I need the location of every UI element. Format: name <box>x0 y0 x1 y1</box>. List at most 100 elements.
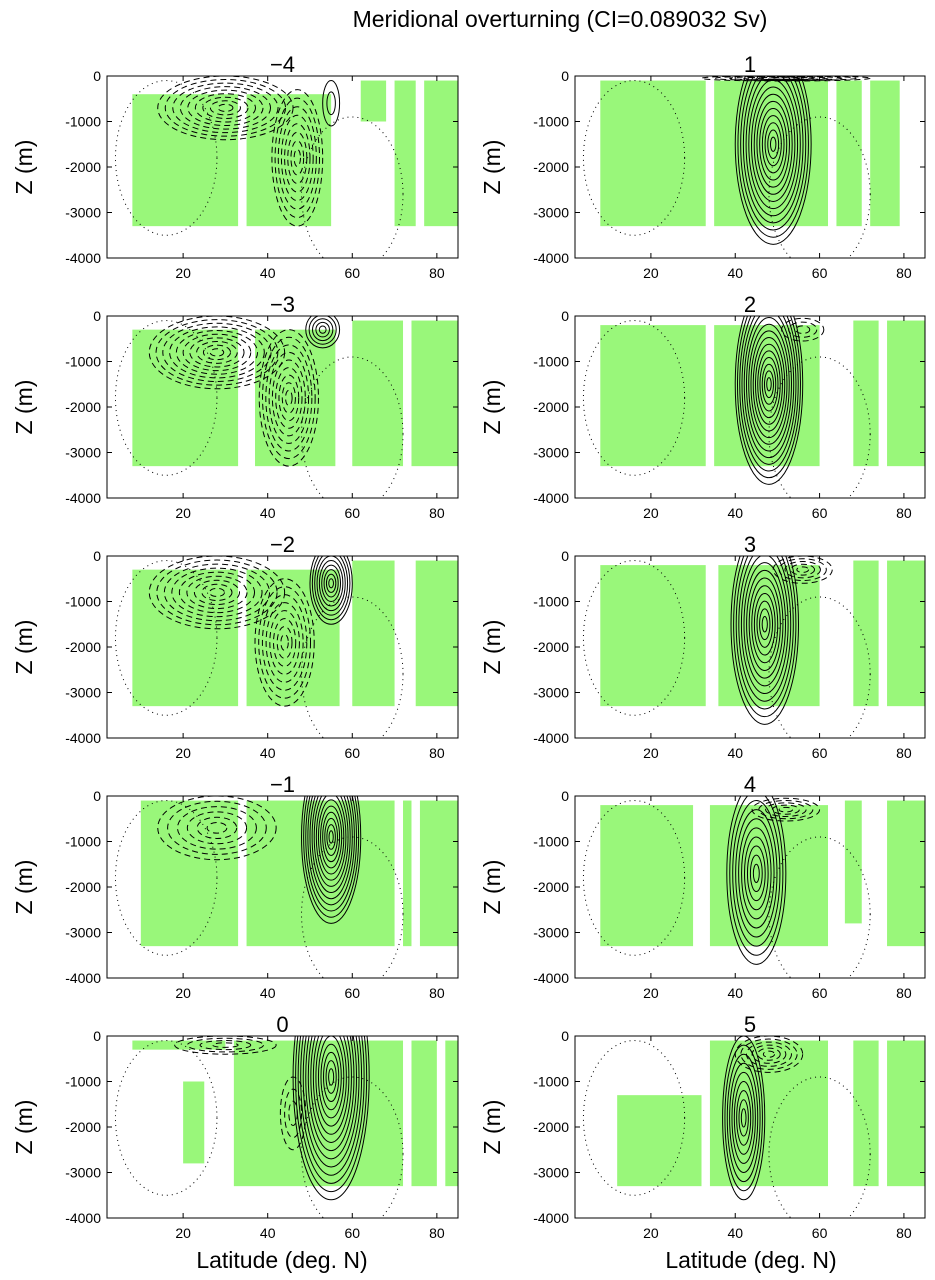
positive-contour <box>751 86 796 202</box>
positive-contour <box>322 80 341 127</box>
positive-contour <box>740 76 807 231</box>
negative-contour <box>171 567 263 618</box>
zero-contour <box>768 836 871 978</box>
negative-contour <box>268 351 310 444</box>
zero-contour <box>114 320 218 476</box>
y-axis-label: Z (m) <box>479 860 505 915</box>
negative-contour <box>186 1037 264 1053</box>
negative-contour <box>273 618 297 667</box>
positive-contour <box>763 370 774 399</box>
y-tick-label: -3000 <box>65 445 101 461</box>
negative-contour <box>262 336 316 460</box>
x-tick-label: 80 <box>896 985 912 1001</box>
panel-lag-minus2: 0 -1000 -2000 -3000 -4000 20 40 60 80 −2 Z (m) <box>11 532 459 761</box>
negative-contour <box>757 1047 781 1061</box>
x-tick-label: 40 <box>260 265 276 281</box>
negative-contour <box>285 389 293 406</box>
negative-contour <box>290 140 305 176</box>
positive-contour <box>310 1036 352 1143</box>
negative-contour <box>157 796 277 861</box>
y-tick-label: 0 <box>561 788 569 804</box>
negative-contour <box>762 1050 776 1058</box>
positive-contour <box>318 325 327 334</box>
positive-contour <box>761 363 777 405</box>
shaded-region <box>132 569 239 707</box>
negative-contour <box>765 802 807 817</box>
positive-contour <box>753 592 776 656</box>
y-axis-label: Z (m) <box>479 140 505 195</box>
zero-contour <box>582 800 686 956</box>
x-tick-label: 20 <box>175 1225 191 1241</box>
positive-contour <box>759 608 771 641</box>
negative-contour <box>178 571 256 614</box>
panel-title: −2 <box>270 532 295 557</box>
x-tick-label: 60 <box>812 265 828 281</box>
shaded-region <box>600 805 694 947</box>
negative-contour <box>167 800 267 855</box>
negative-contour <box>269 610 300 675</box>
panel-title: −3 <box>270 292 295 317</box>
y-tick-label: -4000 <box>533 250 569 266</box>
negative-contour <box>179 86 272 130</box>
negative-contour <box>163 563 271 622</box>
positive-contour <box>328 830 334 844</box>
y-axis-label: Z (m) <box>11 140 37 195</box>
y-tick-label: -2000 <box>533 159 569 175</box>
positive-contour <box>734 316 804 485</box>
positive-contour <box>740 556 789 695</box>
positive-contour <box>307 796 355 906</box>
x-tick-label: 80 <box>429 505 445 521</box>
y-tick-label: -3000 <box>65 1165 101 1181</box>
positive-contour <box>736 1090 752 1146</box>
negative-contour <box>208 587 225 597</box>
y-tick-label: 0 <box>93 788 101 804</box>
positive-contour <box>761 115 785 174</box>
negative-contour <box>148 316 286 390</box>
negative-contour <box>209 348 225 357</box>
panel-lag-5: 0 -1000 -2000 -3000 -4000 20 40 60 80 5 Z (m) <box>479 1012 926 1241</box>
negative-contour <box>162 322 272 383</box>
panel-lag-2: 0 -1000 -2000 -3000 -4000 20 40 60 80 2 Z (m) <box>479 292 926 521</box>
positive-contour <box>736 316 801 479</box>
negative-contour <box>186 811 248 845</box>
positive-contour <box>300 1036 363 1176</box>
positive-contour <box>323 569 339 598</box>
y-tick-label: -3000 <box>65 205 101 221</box>
negative-contour <box>796 566 810 573</box>
x-tick-label: 20 <box>175 745 191 761</box>
shaded-region <box>411 320 458 467</box>
panel-title: −1 <box>270 772 295 797</box>
positive-contour <box>328 578 334 589</box>
x-tick-label: 80 <box>896 265 912 281</box>
negative-contour <box>217 103 234 112</box>
x-tick-label: 20 <box>643 505 659 521</box>
positive-contour <box>740 1108 747 1128</box>
negative-contour <box>751 797 821 822</box>
negative-contour <box>196 816 238 839</box>
y-tick-label: -3000 <box>533 445 569 461</box>
negative-contour <box>196 340 238 364</box>
x-tick-label: 20 <box>175 505 191 521</box>
positive-contour <box>321 564 342 602</box>
x-tick-label: 60 <box>344 985 360 1001</box>
negative-contour <box>174 1036 277 1055</box>
y-tick-label: -2000 <box>65 159 101 175</box>
x-tick-label: 80 <box>429 1225 445 1241</box>
negative-contour <box>212 1042 239 1048</box>
panel-lag-minus3: 0 -1000 -2000 -3000 -4000 20 40 60 80 −3 Z (m) <box>11 292 459 521</box>
x-tick-label: 60 <box>344 265 360 281</box>
plot-area <box>582 556 925 738</box>
shaded-region <box>853 1040 879 1187</box>
y-axis-label: Z (m) <box>11 860 37 915</box>
y-tick-label: -1000 <box>65 1074 101 1090</box>
positive-contour <box>318 560 344 607</box>
x-tick-label: 60 <box>812 985 828 1001</box>
positive-contour <box>315 321 330 338</box>
x-tick-label: 80 <box>896 745 912 761</box>
negative-contour <box>254 578 315 707</box>
positive-contour <box>748 323 790 445</box>
y-tick-label: -2000 <box>533 399 569 415</box>
positive-contour <box>733 556 797 718</box>
shaded-region <box>718 565 820 707</box>
positive-contour <box>326 91 336 116</box>
